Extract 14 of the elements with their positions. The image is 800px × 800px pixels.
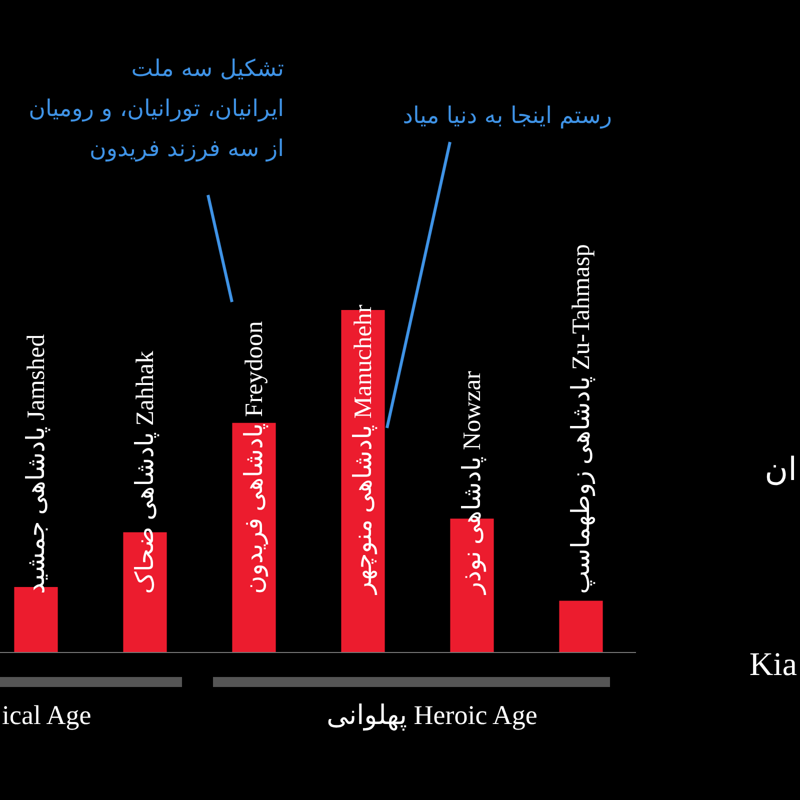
- x-tick-label: پادشاهی نوذر Nowzar: [459, 370, 487, 596]
- text: پهلوانی Heroic Age: [326, 700, 538, 731]
- x-tick-label: پادشاهی ضحاک Zahhak: [132, 350, 160, 594]
- bar: [232, 422, 276, 652]
- text: تشکیل سه ملت ایرانیان، تورانیان، و رومیان از سه فرزند فریدون: [28, 56, 284, 162]
- bar: [559, 600, 603, 652]
- x-tick-label: پادشاهی فریدون Freydoon: [241, 320, 269, 594]
- text: ان: [764, 450, 797, 488]
- x-tick-label: پادشاهی منوچهر Manuchehr: [350, 304, 378, 596]
- x-tick-label: پادشاهی زوطهماسپ Zu-Tahmasp: [568, 244, 596, 594]
- text: رستم اینجا به دنیا میاد: [402, 103, 612, 129]
- text: Kia: [749, 647, 798, 683]
- text: ical Age: [2, 700, 92, 730]
- x-tick-label: پادشاهی جمشید Jamshed: [23, 334, 51, 594]
